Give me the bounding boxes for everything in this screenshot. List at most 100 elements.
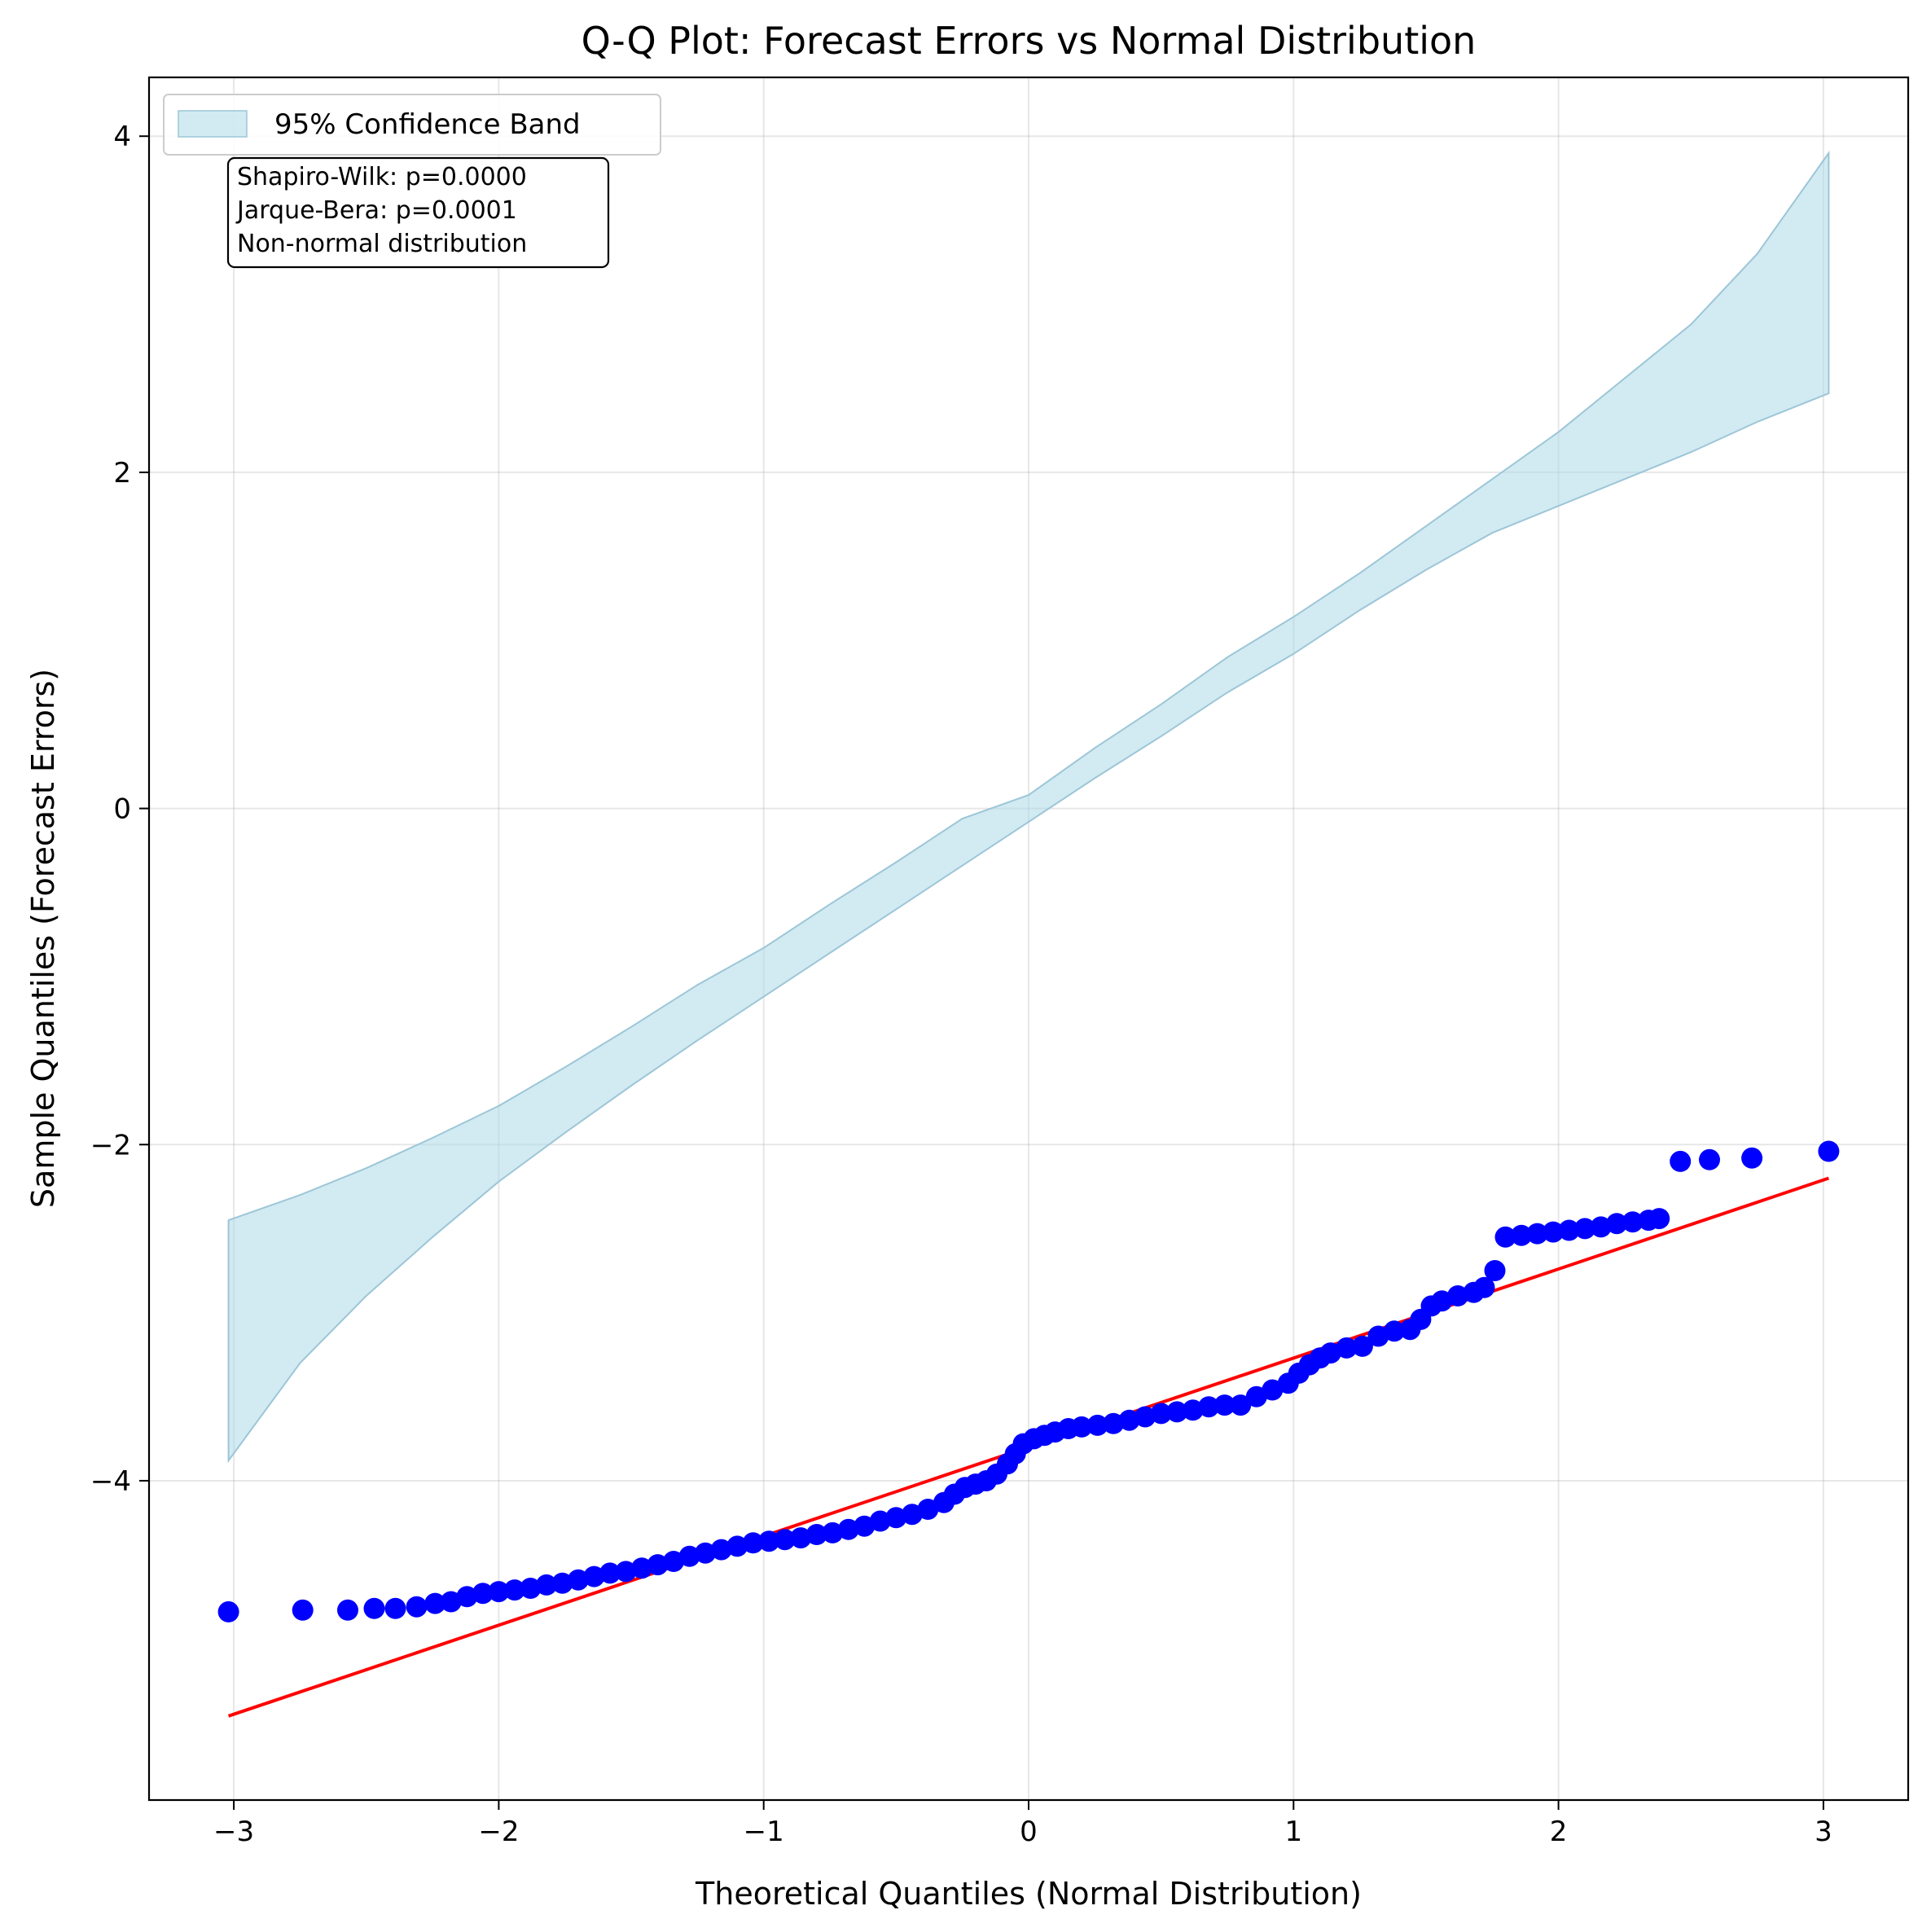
legend-box (163, 94, 661, 156)
data-point (615, 1561, 637, 1583)
data-point (406, 1596, 428, 1618)
data-point (1103, 1412, 1125, 1434)
data-point (1431, 1290, 1453, 1312)
stats-conclusion: Non-normal distribution (237, 230, 527, 258)
data-point (742, 1532, 764, 1554)
data-point (1319, 1342, 1341, 1364)
x-axis-label: Theoretical Quantiles (Normal Distributi… (695, 1876, 1362, 1912)
confidence-band-layer (227, 150, 1830, 1464)
data-point (1245, 1385, 1267, 1407)
data-point (1198, 1396, 1220, 1418)
data-point (1166, 1401, 1188, 1423)
data-point (1447, 1285, 1468, 1306)
data-point (1383, 1320, 1405, 1342)
y-tick-label: −4 (90, 1465, 131, 1498)
data-point (885, 1507, 907, 1529)
data-point (1818, 1140, 1840, 1162)
x-ticks: −3 −2 −1 0 1 2 3 (213, 1800, 1832, 1848)
data-point (503, 1579, 525, 1601)
data-point (1473, 1276, 1495, 1298)
data-point (726, 1535, 748, 1557)
data-point (1071, 1416, 1093, 1438)
data-point (292, 1599, 314, 1621)
legend-swatch-confidence-band (178, 110, 248, 138)
data-point (337, 1599, 358, 1621)
data-point (710, 1539, 732, 1561)
x-tick-label: −2 (478, 1816, 519, 1848)
data-point (901, 1504, 923, 1526)
x-tick-label: −3 (213, 1816, 254, 1848)
data-point (854, 1515, 876, 1537)
data-point (663, 1551, 685, 1572)
data-point (363, 1597, 385, 1619)
x-tick-label: 1 (1284, 1816, 1302, 1848)
data-point (695, 1542, 717, 1564)
data-point (1622, 1211, 1644, 1233)
data-point (456, 1586, 478, 1608)
y-tick-label: 4 (113, 121, 131, 153)
data-point (1574, 1218, 1596, 1240)
data-point (217, 1600, 239, 1622)
data-point (1367, 1325, 1389, 1347)
data-point (599, 1562, 621, 1584)
data-point (822, 1521, 844, 1543)
data-point (1590, 1216, 1612, 1238)
data-point (1484, 1260, 1506, 1281)
data-point (1511, 1224, 1533, 1246)
y-tick-label: −2 (90, 1129, 131, 1161)
data-points-layer (217, 1140, 1840, 1622)
data-point (472, 1583, 494, 1605)
data-point (917, 1499, 939, 1520)
x-tick-label: −1 (744, 1816, 784, 1848)
data-point (568, 1569, 589, 1591)
data-point (1262, 1379, 1284, 1401)
data-point (520, 1578, 542, 1599)
stats-jarque-bera: Jarque-Bera: p=0.0001 (235, 196, 517, 225)
data-point (1606, 1213, 1628, 1235)
data-point (837, 1518, 859, 1540)
data-point (1543, 1221, 1565, 1243)
data-point (583, 1565, 605, 1587)
data-point (1494, 1226, 1516, 1248)
data-point (1699, 1148, 1720, 1170)
stats-shapiro-wilk: Shapiro-Wilk: p=0.0000 (237, 163, 527, 191)
data-point (1741, 1147, 1763, 1169)
stats-box (226, 156, 610, 269)
data-point (647, 1554, 669, 1576)
data-point (551, 1572, 573, 1594)
data-point (424, 1592, 446, 1614)
x-tick-label: 3 (1815, 1816, 1832, 1848)
data-point (790, 1527, 812, 1549)
data-point (1182, 1399, 1204, 1421)
data-point (440, 1591, 462, 1613)
data-point (536, 1574, 557, 1596)
x-tick-label: 0 (1020, 1816, 1038, 1848)
y-ticks: −4 −2 0 2 4 (90, 121, 149, 1498)
legend-label-confidence-band: 95% Confidence Band (274, 108, 581, 141)
data-point (1213, 1394, 1235, 1416)
stats-annotation: Shapiro-Wilk: p=0.0000 Jarque-Bera: p=0.… (226, 156, 610, 269)
data-point (1086, 1414, 1108, 1436)
data-point (1526, 1223, 1548, 1245)
data-point (488, 1581, 510, 1603)
data-point (1230, 1394, 1252, 1416)
data-point (758, 1530, 780, 1552)
legend: 95% Confidence Band (163, 94, 661, 156)
y-axis-label: Sample Quantiles (Forecast Errors) (25, 669, 61, 1208)
data-point (1118, 1409, 1140, 1431)
x-tick-label: 2 (1550, 1816, 1568, 1848)
data-point (1134, 1406, 1156, 1428)
y-tick-label: 0 (113, 793, 131, 826)
y-tick-label: 2 (113, 457, 131, 490)
data-point (1150, 1403, 1172, 1425)
data-point (869, 1510, 891, 1532)
data-point (631, 1557, 653, 1579)
data-point (1558, 1219, 1580, 1241)
data-point (384, 1597, 406, 1619)
data-point (1670, 1150, 1692, 1172)
data-point (1336, 1337, 1358, 1359)
data-point (1351, 1335, 1373, 1357)
chart-title: Q-Q Plot: Forecast Errors vs Normal Dist… (581, 19, 1477, 63)
